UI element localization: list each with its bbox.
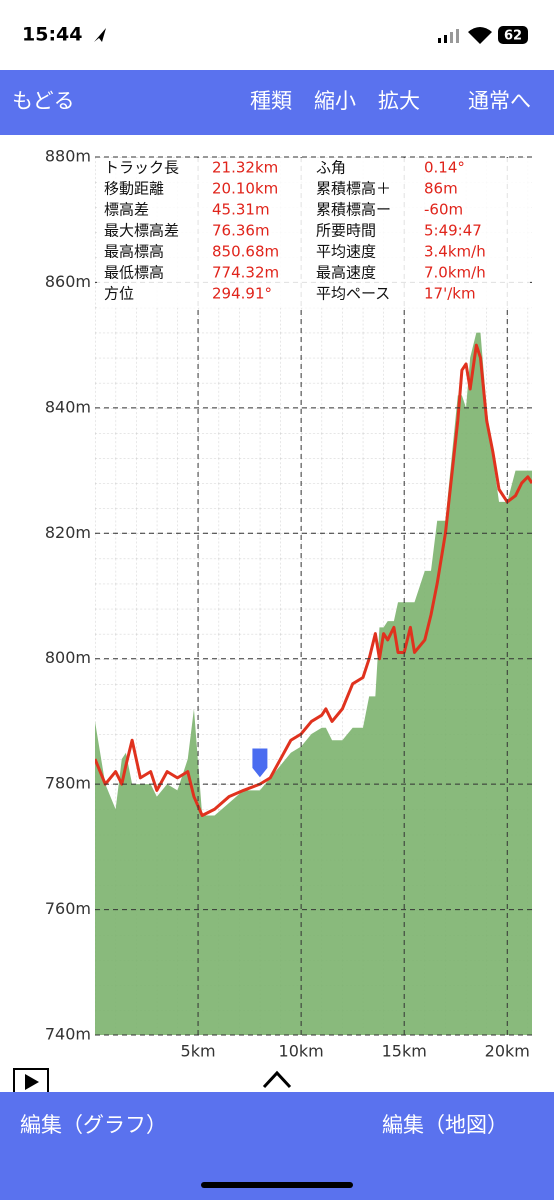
y-tick-label: 880m — [45, 147, 91, 166]
stat-label: 累積標高ー — [316, 201, 391, 219]
back-button[interactable]: もどる — [12, 89, 75, 113]
stat-label: 最高標高 — [104, 243, 164, 261]
stat-value: 20.10km — [212, 180, 278, 198]
stat-value: 86m — [424, 180, 458, 198]
stat-label: 最高速度 — [316, 264, 376, 282]
edit-map-button[interactable]: 編集（地図） — [382, 1113, 508, 1137]
stat-value: 45.31m — [212, 201, 270, 219]
stat-label: 平均ペース — [316, 285, 390, 303]
clock: 15:44 — [22, 24, 82, 46]
stat-value: 17'/km — [424, 285, 476, 303]
x-tick-label: 5km — [181, 1042, 216, 1061]
stat-label: トラック長 — [104, 159, 179, 177]
y-tick-label: 860m — [45, 272, 91, 291]
stat-value: -60m — [424, 201, 463, 219]
type-button[interactable]: 種類 — [250, 89, 292, 113]
x-tick-label: 20km — [485, 1042, 530, 1061]
stat-value: 774.32m — [212, 264, 279, 282]
stat-value: 3.4km/h — [424, 243, 486, 261]
stat-label: 累積標高＋ — [316, 180, 391, 198]
stat-label: ふ角 — [316, 159, 346, 177]
y-tick-label: 800m — [45, 648, 91, 667]
y-tick-label: 740m — [45, 1025, 91, 1044]
battery-level: 62 — [504, 29, 522, 44]
play-icon — [25, 1074, 39, 1090]
battery-icon — [498, 26, 528, 44]
stats-panel: トラック長 21.32km ふ角 0.14° 移動距離 20.10km 累積標高＋ 86m 標高… — [97, 158, 530, 308]
position-marker — [251, 747, 269, 779]
zoom-in-button[interactable]: 拡大 — [378, 89, 420, 113]
edit-graph-button[interactable]: 編集（グラフ） — [20, 1113, 167, 1137]
stat-label: 方位 — [104, 285, 134, 303]
y-tick-label: 780m — [45, 774, 91, 793]
plot — [95, 332, 532, 1035]
y-tick-label: 820m — [45, 523, 91, 542]
stats-background — [97, 158, 530, 308]
stat-label: 移動距離 — [104, 180, 164, 198]
nav-bar — [0, 70, 554, 135]
stat-value: 850.68m — [212, 243, 279, 261]
home-indicator — [201, 1182, 353, 1188]
y-tick-label: 760m — [45, 899, 91, 918]
stat-label: 最大標高差 — [104, 222, 179, 240]
expand-button[interactable] — [262, 1070, 292, 1089]
stat-label: 平均速度 — [316, 243, 376, 261]
location-icon — [94, 28, 106, 42]
zoom-out-button[interactable]: 縮小 — [314, 89, 356, 113]
signal-icon — [438, 29, 459, 43]
stat-value: 76.36m — [212, 222, 270, 240]
stat-value: 5:49:47 — [424, 222, 482, 240]
stat-label: 標高差 — [104, 201, 149, 219]
stat-value: 21.32km — [212, 159, 278, 177]
x-tick-label: 15km — [382, 1042, 427, 1061]
stat-label: 最低標高 — [104, 264, 164, 282]
stat-value: 0.14° — [424, 159, 465, 177]
normal-button[interactable]: 通常へ — [468, 89, 531, 113]
stat-value: 294.91° — [212, 285, 272, 303]
x-tick-label: 10km — [279, 1042, 324, 1061]
elevation-line — [95, 343, 532, 817]
wifi-icon — [468, 27, 492, 44]
elevation-area — [95, 332, 532, 1035]
stat-value: 7.0km/h — [424, 264, 486, 282]
y-tick-label: 840m — [45, 397, 91, 416]
status-bar — [0, 0, 554, 70]
stat-label: 所要時間 — [316, 222, 376, 240]
